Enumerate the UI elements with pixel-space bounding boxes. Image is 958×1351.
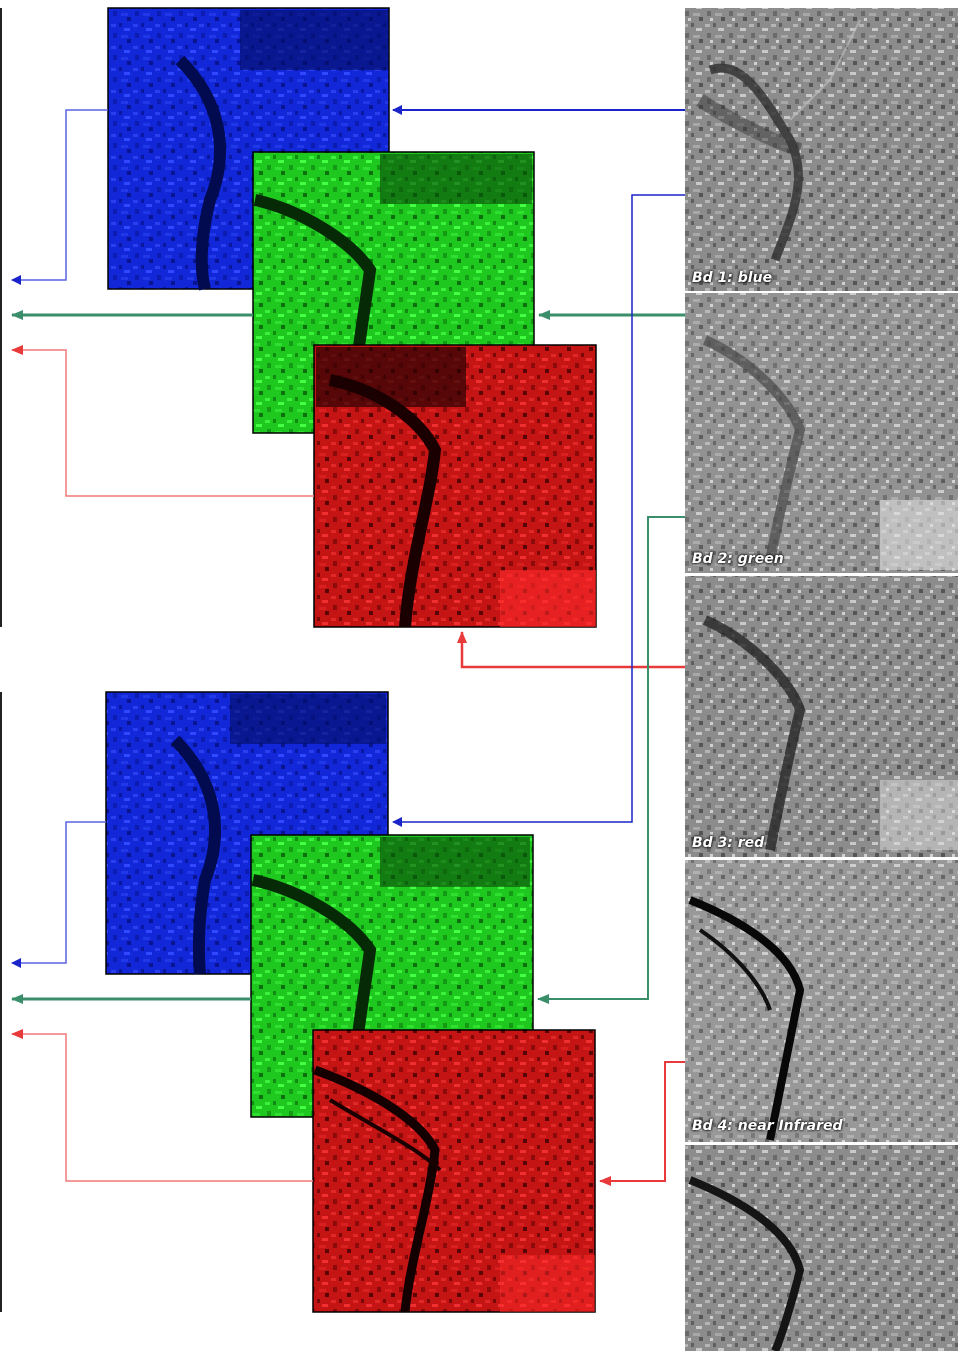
band-strip-4: [685, 860, 958, 1142]
arrow-bottom-red-out: [11, 1029, 313, 1182]
arrow-bd3-to-top-red: [457, 631, 685, 669]
band-label-3: Bd 3: red: [692, 835, 765, 851]
bottom-red-image: [312, 1029, 596, 1313]
band-label-2: Bd 2: green: [692, 551, 784, 567]
arrow-top-red-out: [11, 345, 314, 497]
band-strip-5: [685, 1145, 958, 1351]
arrow-top-blue-out: [11, 109, 108, 285]
band-label-4: Bd 4: near Infrared: [692, 1118, 843, 1134]
top-red-image: [313, 344, 597, 628]
arrow-bottom-blue-out: [11, 821, 106, 968]
arrow-bd3-to-bottom-green: [537, 516, 685, 1004]
band-strip-1: [685, 8, 958, 291]
arrow-bd2-to-bottom-blue: [392, 194, 685, 827]
arrow-bd4-to-bottom-red: [599, 1061, 685, 1186]
band-strip-3: [685, 576, 958, 857]
band-strip-2: [685, 293, 958, 573]
band-label-1: Bd 1: blue: [692, 270, 773, 286]
